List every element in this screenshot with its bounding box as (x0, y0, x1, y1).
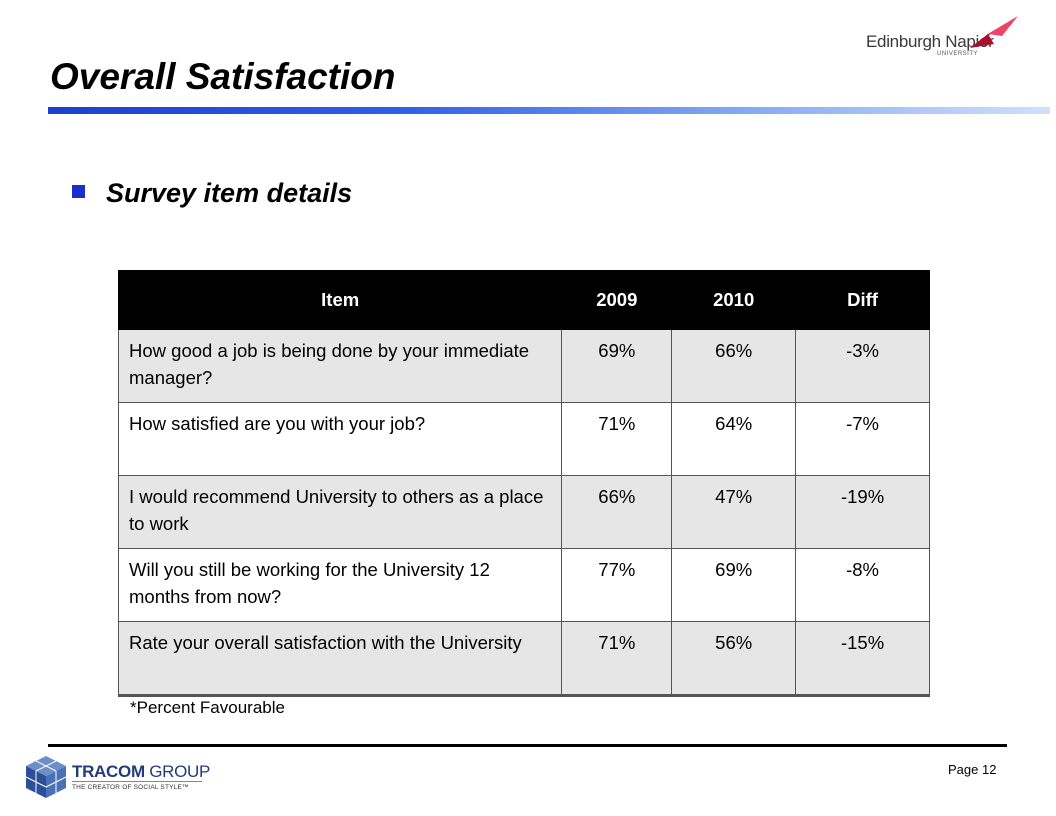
footnote: *Percent Favourable (130, 698, 285, 717)
value-2010-cell: 56% (671, 621, 797, 697)
value-2009-cell: 69% (561, 329, 673, 403)
page-number: Page 12 (948, 762, 997, 777)
header-2009: 2009 (561, 270, 673, 330)
diff-cell: -19% (795, 475, 930, 549)
header-diff: Diff (795, 270, 930, 330)
tracom-logo: TRACOM GROUP THE CREATOR OF SOCIAL STYLE… (24, 752, 214, 802)
header-2010: 2010 (671, 270, 797, 330)
survey-table: Item 2009 2010 Diff How good a job is be… (117, 270, 930, 697)
section-subtitle: Survey item details (106, 178, 353, 208)
napier-logo-name: Edinburgh Napier (866, 32, 994, 51)
tracom-tagline: THE CREATOR OF SOCIAL STYLE™ (72, 784, 189, 791)
value-2009-cell: 66% (561, 475, 673, 549)
table-row: How good a job is being done by your imm… (117, 329, 930, 403)
diff-cell: -8% (795, 548, 930, 622)
item-cell: How good a job is being done by your imm… (117, 329, 563, 403)
value-2010-cell: 47% (671, 475, 797, 549)
title-underline (48, 107, 1050, 114)
tracom-brand-light: GROUP (144, 762, 211, 781)
diff-cell: -3% (795, 329, 930, 403)
table-row: Will you still be working for the Univer… (117, 548, 930, 622)
table-row: How satisfied are you with your job? 71%… (117, 402, 930, 476)
tracom-brand: TRACOM GROUP (72, 762, 210, 782)
diff-cell: -15% (795, 621, 930, 697)
item-cell: Rate your overall satisfaction with the … (117, 621, 563, 697)
header-item: Item (117, 270, 563, 330)
value-2009-cell: 71% (561, 621, 673, 697)
footer-divider (48, 744, 1007, 747)
diff-cell: -7% (795, 402, 930, 476)
value-2010-cell: 69% (671, 548, 797, 622)
tracom-cube-icon (25, 756, 67, 798)
napier-logo-sub: UNIVERSITY (937, 51, 979, 57)
table-row: I would recommend University to others a… (117, 475, 930, 549)
page-title: Overall Satisfaction (50, 56, 396, 97)
value-2009-cell: 77% (561, 548, 673, 622)
edinburgh-napier-logo: Edinburgh Napier UNIVERSITY (860, 14, 1020, 64)
value-2010-cell: 66% (671, 329, 797, 403)
item-cell: Will you still be working for the Univer… (117, 548, 563, 622)
tracom-brand-bold: TRACOM (72, 762, 145, 781)
item-cell: How satisfied are you with your job? (117, 402, 563, 476)
tracom-tag-divider (72, 781, 202, 782)
table-header-row: Item 2009 2010 Diff (117, 270, 930, 330)
item-cell: I would recommend University to others a… (117, 475, 563, 549)
value-2010-cell: 64% (671, 402, 797, 476)
bullet-square-icon (72, 185, 85, 198)
value-2009-cell: 71% (561, 402, 673, 476)
table-row: Rate your overall satisfaction with the … (117, 621, 930, 697)
napier-arrow-icon (970, 16, 1018, 48)
